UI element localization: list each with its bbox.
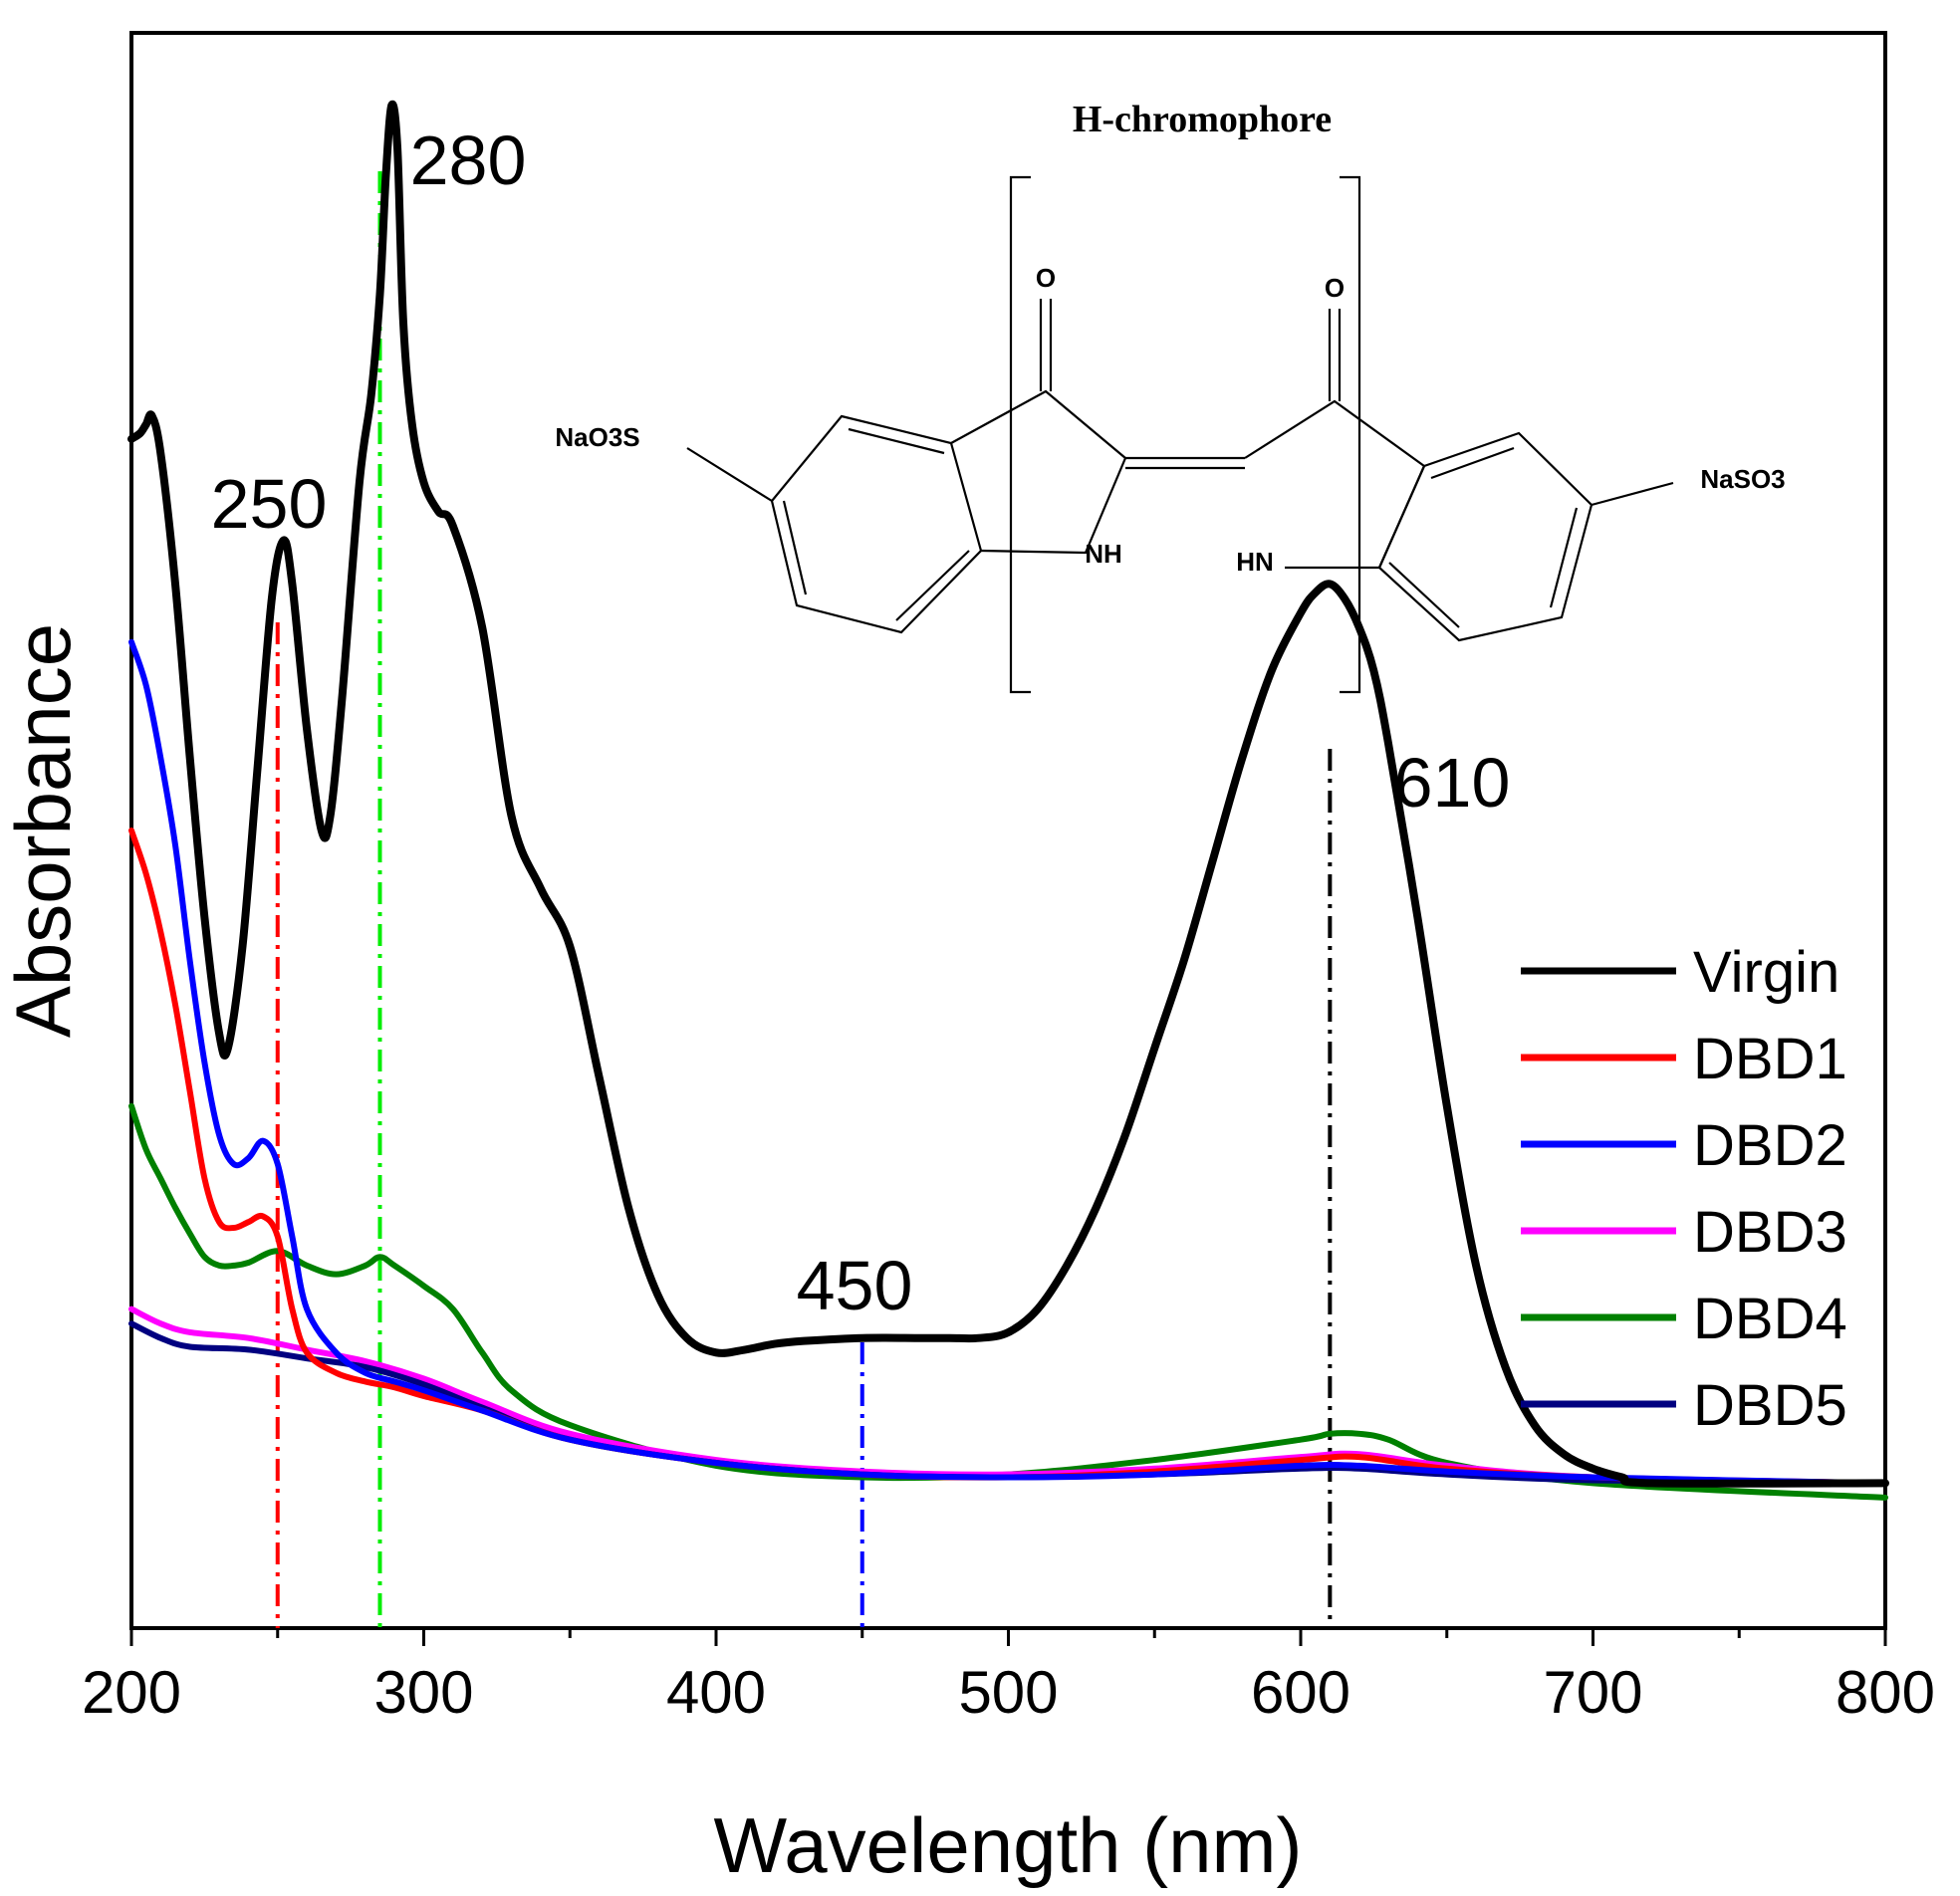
left-sulfonate-label: NaO3S	[555, 422, 639, 452]
structure-title: H-chromophore	[1073, 99, 1332, 140]
series-line-dbd1	[128, 828, 1888, 1487]
peak-label-250: 250	[211, 465, 328, 543]
y-axis-title: Absorbance	[0, 623, 87, 1038]
left-amine-label: NH	[1085, 539, 1122, 569]
x-axis-title: Wavelength (nm)	[714, 1801, 1303, 1889]
left-pyrrolidinone-ring	[950, 389, 1127, 555]
right-sulfonate-bond	[1591, 481, 1674, 507]
peak-label-610: 610	[1394, 744, 1511, 822]
right-oxygen-label: O	[1325, 273, 1345, 303]
right-benzene-ring	[1377, 431, 1593, 642]
x-tick-label-700: 700	[1543, 1659, 1642, 1726]
right-carbonyl	[1328, 309, 1342, 401]
series-line-dbd2	[128, 638, 1888, 1487]
right-bracket	[1340, 175, 1361, 694]
series-line-dbd4	[128, 1102, 1888, 1501]
x-axis-ticks: 200 300 400 500 600 700 800	[82, 1628, 1935, 1726]
left-carbonyl	[1039, 299, 1053, 391]
right-pyrrolidinone-ring	[1244, 399, 1426, 570]
x-tick-label-500: 500	[958, 1659, 1058, 1726]
legend: Virgin DBD1 DBD2 DBD3 DBD4 DBD5	[1521, 940, 1847, 1438]
x-tick-label-600: 600	[1251, 1659, 1350, 1726]
left-bracket	[1009, 175, 1031, 694]
left-oxygen-label: O	[1036, 263, 1056, 293]
legend-label-virgin: Virgin	[1693, 940, 1839, 1005]
x-tick-label-200: 200	[82, 1659, 181, 1726]
peak-markers: 250 280 450 610	[211, 121, 1511, 1628]
h-chromophore-structure: H-chromophore O O N	[555, 99, 1786, 694]
x-tick-label-800: 800	[1836, 1659, 1935, 1726]
series-line-virgin	[127, 100, 1889, 1488]
left-sulfonate-bond	[686, 447, 773, 502]
peak-label-450: 450	[797, 1247, 913, 1324]
right-amine-label: HN	[1236, 547, 1274, 577]
right-sulfonate-label: NaSO3	[1700, 464, 1785, 494]
legend-label-dbd2: DBD2	[1693, 1113, 1847, 1178]
left-benzene-ring	[770, 414, 983, 634]
legend-label-dbd1: DBD1	[1693, 1027, 1847, 1091]
legend-label-dbd5: DBD5	[1693, 1373, 1847, 1438]
series-layer	[127, 100, 1889, 1501]
legend-label-dbd4: DBD4	[1693, 1287, 1847, 1351]
legend-label-dbd3: DBD3	[1693, 1200, 1847, 1265]
central-double-bond	[1125, 456, 1245, 470]
x-tick-label-300: 300	[373, 1659, 473, 1726]
x-tick-label-400: 400	[666, 1659, 766, 1726]
peak-label-280: 280	[410, 121, 527, 199]
